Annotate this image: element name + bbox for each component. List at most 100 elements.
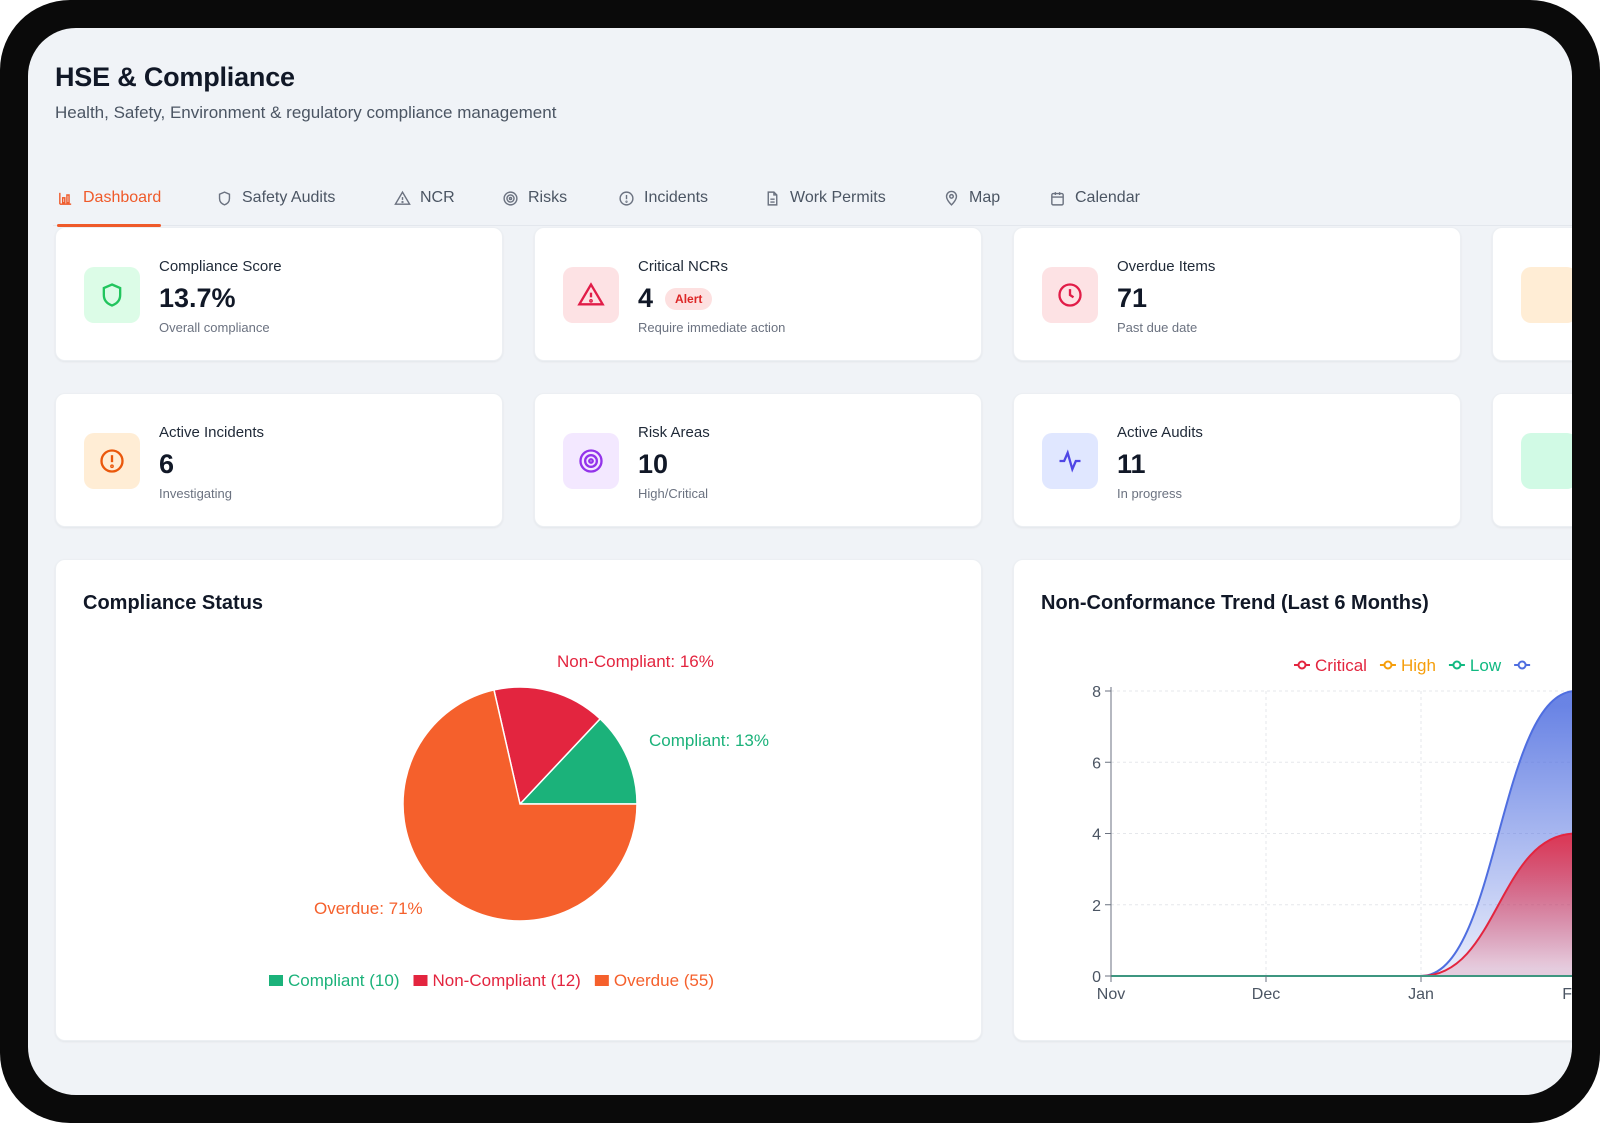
stat-card-partial[interactable] — [1492, 393, 1572, 527]
panel-title: Non-Conformance Trend (Last 6 Months) — [1041, 592, 1429, 614]
tab-map[interactable]: Map — [943, 178, 1000, 218]
y-tick-label: 4 — [1092, 827, 1101, 844]
x-tick-label: Dec — [1252, 986, 1280, 1003]
nc-trend-panel: Non-Conformance Trend (Last 6 Months) 0 2… — [1013, 559, 1572, 1041]
legend-swatch — [594, 975, 609, 986]
tab-risks[interactable]: Risks — [502, 178, 567, 218]
stat-label: Critical NCRs — [638, 258, 728, 275]
tab-bar: Dashboard Safety Audits NCR Risks Incide… — [53, 178, 1572, 227]
stat-subtext: In progress — [1117, 486, 1183, 501]
legend-item[interactable]: Low — [1470, 656, 1502, 675]
stat-subtext: Past due date — [1117, 320, 1198, 335]
stat-text: Risk Areas 10 High/Critical — [638, 424, 710, 501]
stat-card-active-incidents[interactable]: Active Incidents 6 Investigating — [55, 393, 503, 527]
page-header: HSE & Compliance Health, Safety, Environ… — [55, 62, 556, 123]
target-icon — [503, 190, 518, 206]
legend-swatch — [269, 975, 283, 986]
pie-slice-compliant[interactable] — [518, 717, 638, 805]
document-icon — [767, 190, 778, 206]
pie-slice-overdue[interactable] — [402, 689, 638, 922]
stat-value: 10 — [638, 449, 669, 479]
tab-label: Safety Audits — [242, 189, 336, 206]
stat-card-risk-areas[interactable]: Risk Areas 10 High/Critical — [534, 393, 982, 527]
alert-badge: Alert — [665, 287, 713, 310]
stat-value: 6 — [159, 449, 175, 479]
stat-card-critical-ncrs[interactable]: Critical NCRs 4 Alert Require immediate … — [534, 227, 982, 361]
stat-icon-box — [1042, 267, 1098, 323]
tab-ncr[interactable]: NCR — [394, 178, 455, 218]
stat-icon-box — [84, 433, 140, 489]
stat-icon-box — [1042, 433, 1098, 489]
stat-text: Overdue Items 71 Past due date — [1117, 258, 1215, 335]
stat-label: Overdue Items — [1117, 258, 1216, 275]
legend-item[interactable]: Compliant (10) — [288, 971, 400, 990]
legend-swatch — [413, 975, 428, 986]
stat-text: Active Incidents 6 Investigating — [159, 424, 264, 501]
stat-text: Compliance Score 13.7% Overall complianc… — [159, 258, 282, 335]
stat-label: Risk Areas — [638, 424, 710, 441]
legend-item[interactable]: Non-Compliant (12) — [433, 971, 581, 990]
page-subtitle: Health, Safety, Environment & regulatory… — [55, 103, 557, 122]
target-icon — [579, 449, 603, 473]
warning-triangle-icon — [577, 282, 605, 306]
legend-marker — [1383, 660, 1393, 670]
legend-item[interactable]: Overdue (55) — [614, 971, 714, 990]
stat-value: 13.7% — [159, 283, 236, 313]
stat-card-partial[interactable] — [1492, 227, 1572, 361]
legend-marker — [1452, 660, 1462, 670]
y-tick-label: 8 — [1092, 684, 1101, 701]
y-tick-label: 0 — [1092, 969, 1101, 986]
tab-label: Dashboard — [83, 189, 162, 206]
legend-marker — [1297, 660, 1307, 670]
shield-icon — [102, 283, 122, 307]
tab-incidents[interactable]: Incidents — [618, 178, 708, 218]
compliance-status-panel: Compliance Status Compliant: 13% Non-Comp… — [55, 559, 982, 1041]
clock-icon — [1058, 283, 1082, 307]
stat-icon-box — [563, 433, 619, 489]
legend-item[interactable]: Critical — [1315, 656, 1367, 675]
stat-card-active-audits[interactable]: Active Audits 11 In progress — [1013, 393, 1461, 527]
stat-label: Compliance Score — [159, 258, 282, 275]
stat-card-compliance-score[interactable]: Compliance Score 13.7% Overall complianc… — [55, 227, 503, 361]
nc-trend-chart: 0 2 4 6 8 Nov Dec Jan Feb Critical High Low — [1092, 656, 1572, 1003]
tab-calendar[interactable]: Calendar — [1049, 178, 1140, 218]
stat-icon-box — [1521, 433, 1572, 489]
stat-icon-box — [1521, 267, 1572, 323]
pie-slice-label: Compliant: 13% — [649, 731, 769, 750]
tab-label: Risks — [528, 189, 568, 206]
stat-value: 11 — [1117, 449, 1146, 479]
tab-label: Map — [969, 189, 1001, 206]
stat-icon-box — [563, 267, 619, 323]
pie-slice-non-compliant[interactable] — [493, 686, 602, 806]
stat-subtext: Investigating — [159, 486, 232, 501]
bar-chart-icon — [59, 192, 72, 205]
pie-slice-label: Overdue: 71% — [314, 899, 423, 918]
tab-safety-audits[interactable]: Safety Audits — [216, 178, 335, 218]
stat-subtext: Require immediate action — [638, 320, 786, 335]
alert-circle-icon — [619, 190, 634, 206]
y-tick-label: 6 — [1092, 755, 1101, 772]
panel-title: Compliance Status — [83, 592, 264, 614]
shield-icon — [218, 190, 231, 206]
app-screen: HSE & Compliance Health, Safety, Environ… — [28, 28, 1572, 1095]
stat-card-overdue-items[interactable]: Overdue Items 71 Past due date — [1013, 227, 1461, 361]
tab-dashboard[interactable]: Dashboard — [57, 178, 162, 227]
activity-icon — [1059, 449, 1081, 473]
alert-circle-icon — [100, 449, 124, 473]
tab-label: Work Permits — [790, 189, 886, 206]
stat-text: Critical NCRs 4 Alert Require immediate … — [638, 258, 785, 335]
stat-subtext: High/Critical — [638, 486, 709, 501]
pie-slice-label: Non-Compliant: 16% — [557, 652, 714, 671]
page-title: HSE & Compliance — [55, 62, 295, 92]
stat-subtext: Overall compliance — [159, 320, 270, 335]
y-tick-label: 2 — [1092, 898, 1101, 915]
calendar-icon — [1051, 191, 1064, 206]
legend-item[interactable]: High — [1401, 656, 1436, 675]
tab-label: Calendar — [1075, 189, 1140, 206]
stat-label: Active Incidents — [159, 424, 265, 441]
warning-triangle-icon — [394, 190, 411, 205]
tab-label: Incidents — [644, 189, 709, 206]
tab-work-permits[interactable]: Work Permits — [764, 178, 886, 218]
area-critical — [1111, 833, 1572, 977]
